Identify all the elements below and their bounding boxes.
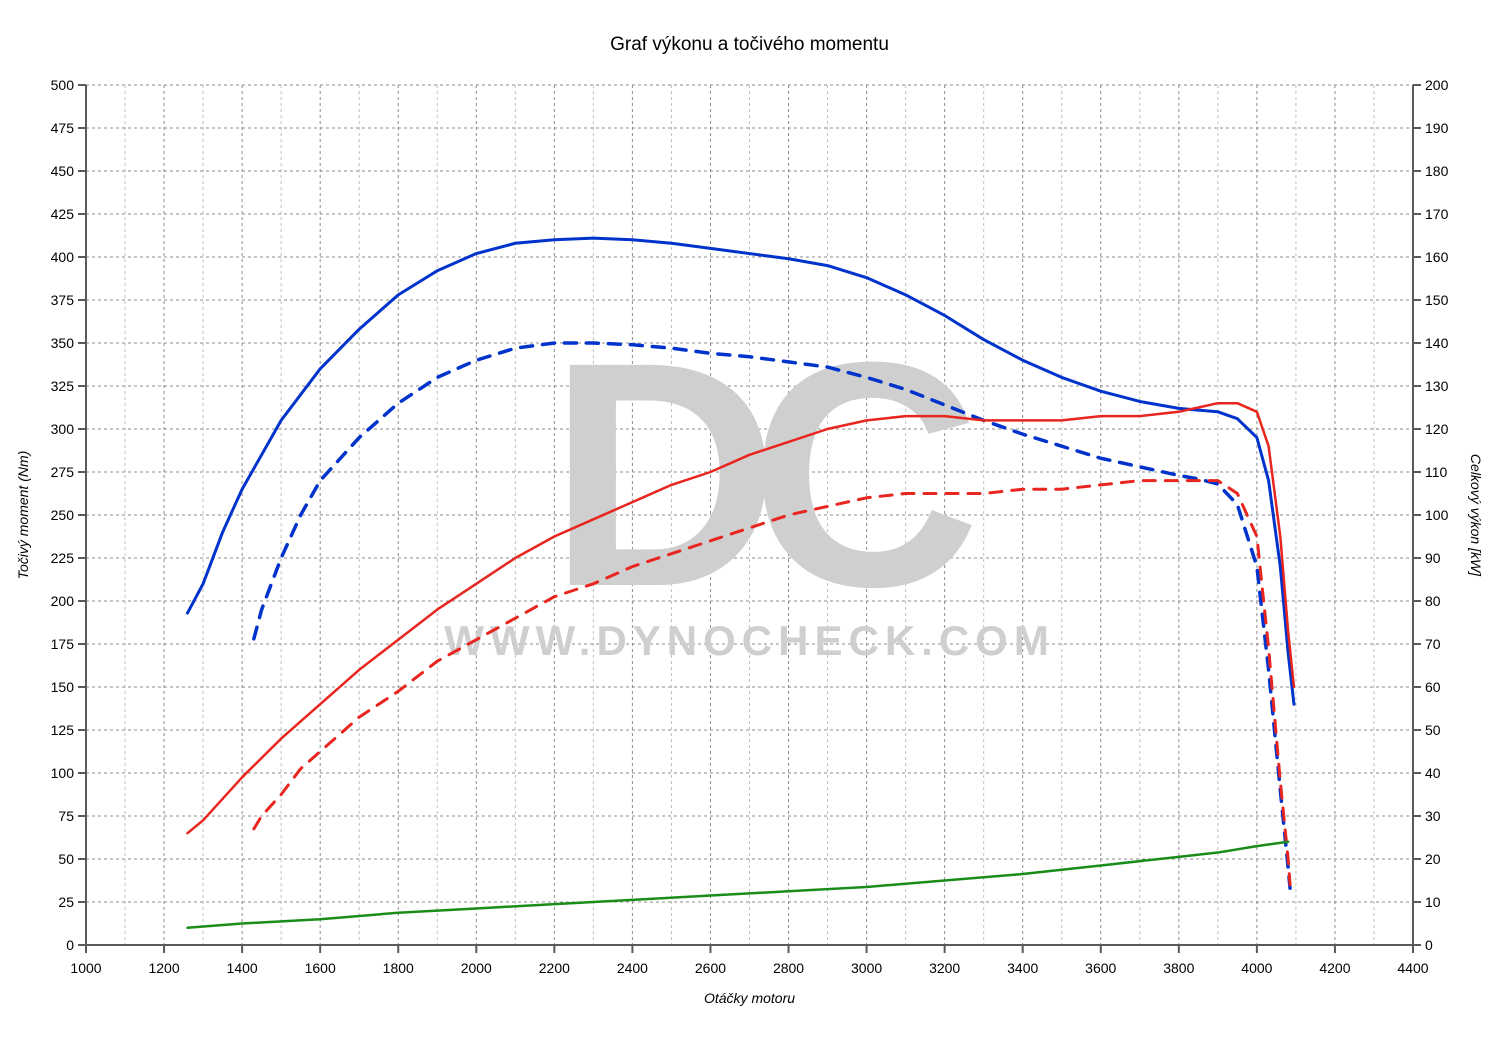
svg-text:3800: 3800 <box>1163 960 1194 976</box>
svg-text:325: 325 <box>51 378 75 394</box>
svg-text:Otáčky motoru: Otáčky motoru <box>704 990 795 1006</box>
svg-text:3600: 3600 <box>1085 960 1116 976</box>
svg-text:1200: 1200 <box>148 960 179 976</box>
svg-text:200: 200 <box>51 593 75 609</box>
svg-text:175: 175 <box>51 636 75 652</box>
svg-text:300: 300 <box>51 421 75 437</box>
svg-text:180: 180 <box>1425 163 1449 179</box>
svg-text:3200: 3200 <box>929 960 960 976</box>
svg-text:225: 225 <box>51 550 75 566</box>
svg-text:275: 275 <box>51 464 75 480</box>
chart-svg: DCWWW.DYNOCHECK.COM100012001400160018002… <box>0 0 1500 1041</box>
svg-text:2600: 2600 <box>695 960 726 976</box>
svg-text:75: 75 <box>58 808 74 824</box>
svg-text:10: 10 <box>1425 894 1441 910</box>
svg-text:Celkový výkon [kW]: Celkový výkon [kW] <box>1468 454 1484 577</box>
svg-text:250: 250 <box>51 507 75 523</box>
svg-text:0: 0 <box>66 937 74 953</box>
svg-text:425: 425 <box>51 206 75 222</box>
svg-text:1800: 1800 <box>383 960 414 976</box>
svg-text:160: 160 <box>1425 249 1449 265</box>
svg-text:40: 40 <box>1425 765 1441 781</box>
svg-text:170: 170 <box>1425 206 1449 222</box>
svg-text:50: 50 <box>1425 722 1441 738</box>
svg-text:3400: 3400 <box>1007 960 1038 976</box>
svg-text:100: 100 <box>51 765 75 781</box>
svg-text:130: 130 <box>1425 378 1449 394</box>
svg-text:190: 190 <box>1425 120 1449 136</box>
svg-text:50: 50 <box>58 851 74 867</box>
svg-text:375: 375 <box>51 292 75 308</box>
svg-text:110: 110 <box>1425 464 1448 480</box>
svg-text:4400: 4400 <box>1397 960 1428 976</box>
svg-text:60: 60 <box>1425 679 1441 695</box>
svg-text:25: 25 <box>58 894 74 910</box>
svg-text:500: 500 <box>51 77 75 93</box>
svg-text:WWW.DYNOCHECK.COM: WWW.DYNOCHECK.COM <box>444 617 1055 664</box>
svg-text:140: 140 <box>1425 335 1449 351</box>
svg-text:120: 120 <box>1425 421 1449 437</box>
svg-text:450: 450 <box>51 163 75 179</box>
svg-text:350: 350 <box>51 335 75 351</box>
svg-text:20: 20 <box>1425 851 1441 867</box>
svg-text:Graf výkonu a točivého momentu: Graf výkonu a točivého momentu <box>610 34 889 55</box>
svg-text:3000: 3000 <box>851 960 882 976</box>
dyno-chart: DCWWW.DYNOCHECK.COM100012001400160018002… <box>0 0 1500 1041</box>
svg-text:70: 70 <box>1425 636 1441 652</box>
svg-text:30: 30 <box>1425 808 1441 824</box>
svg-text:200: 200 <box>1425 77 1449 93</box>
svg-text:4200: 4200 <box>1319 960 1350 976</box>
svg-text:90: 90 <box>1425 550 1441 566</box>
svg-text:Točivý moment (Nm): Točivý moment (Nm) <box>15 451 31 580</box>
svg-text:1400: 1400 <box>227 960 258 976</box>
svg-text:80: 80 <box>1425 593 1441 609</box>
svg-text:DC: DC <box>548 295 974 653</box>
svg-text:2800: 2800 <box>773 960 804 976</box>
svg-text:125: 125 <box>51 722 75 738</box>
svg-text:4000: 4000 <box>1241 960 1272 976</box>
svg-text:150: 150 <box>1425 292 1449 308</box>
svg-text:1600: 1600 <box>305 960 336 976</box>
svg-text:2400: 2400 <box>617 960 648 976</box>
svg-text:1000: 1000 <box>70 960 101 976</box>
svg-text:150: 150 <box>51 679 75 695</box>
svg-text:400: 400 <box>51 249 75 265</box>
svg-text:2000: 2000 <box>461 960 492 976</box>
svg-text:2200: 2200 <box>539 960 570 976</box>
svg-text:0: 0 <box>1425 937 1433 953</box>
svg-text:475: 475 <box>51 120 75 136</box>
svg-text:100: 100 <box>1425 507 1449 523</box>
